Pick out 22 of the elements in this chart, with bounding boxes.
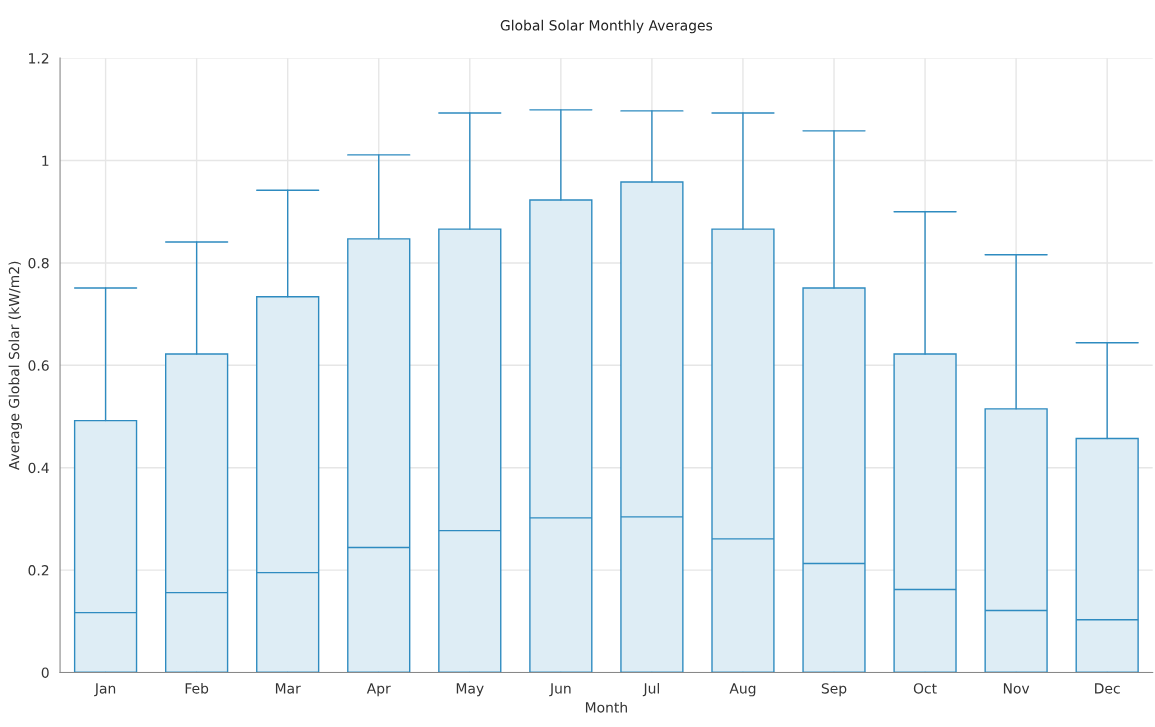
x-axis-title: Month [585, 701, 627, 713]
x-tick-label: Feb [185, 682, 209, 694]
x-tick-label: Oct [913, 683, 937, 694]
x-tick-label: Dec [1095, 683, 1120, 694]
y-tick-label: 0.2 [28, 565, 49, 576]
x-tick-label: Aug [729, 683, 756, 697]
x-tick-label: Jun [549, 683, 571, 697]
y-tick-label: 0.8 [28, 257, 49, 269]
y-tick-label: 0.4 [28, 462, 49, 474]
y-axis-title: Average Global Solar (kW/m2) [8, 261, 22, 471]
x-tick-label: Jul [642, 682, 659, 697]
y-tick-label: 1.2 [29, 53, 49, 64]
y-tick-label: 1 [42, 155, 49, 166]
x-tick-label: Apr [366, 683, 391, 697]
y-tick-label: 0.6 [28, 360, 49, 371]
x-tick-label: May [456, 683, 484, 697]
x-tick-label: Sep [821, 683, 847, 697]
x-tick-label: Mar [275, 683, 301, 694]
chart-title: Global Solar Monthly Averages [500, 19, 713, 34]
y-tick-label: 0 [41, 667, 49, 678]
x-tick-label: Nov [1003, 683, 1030, 694]
x-tick-label: Jan [94, 683, 116, 697]
